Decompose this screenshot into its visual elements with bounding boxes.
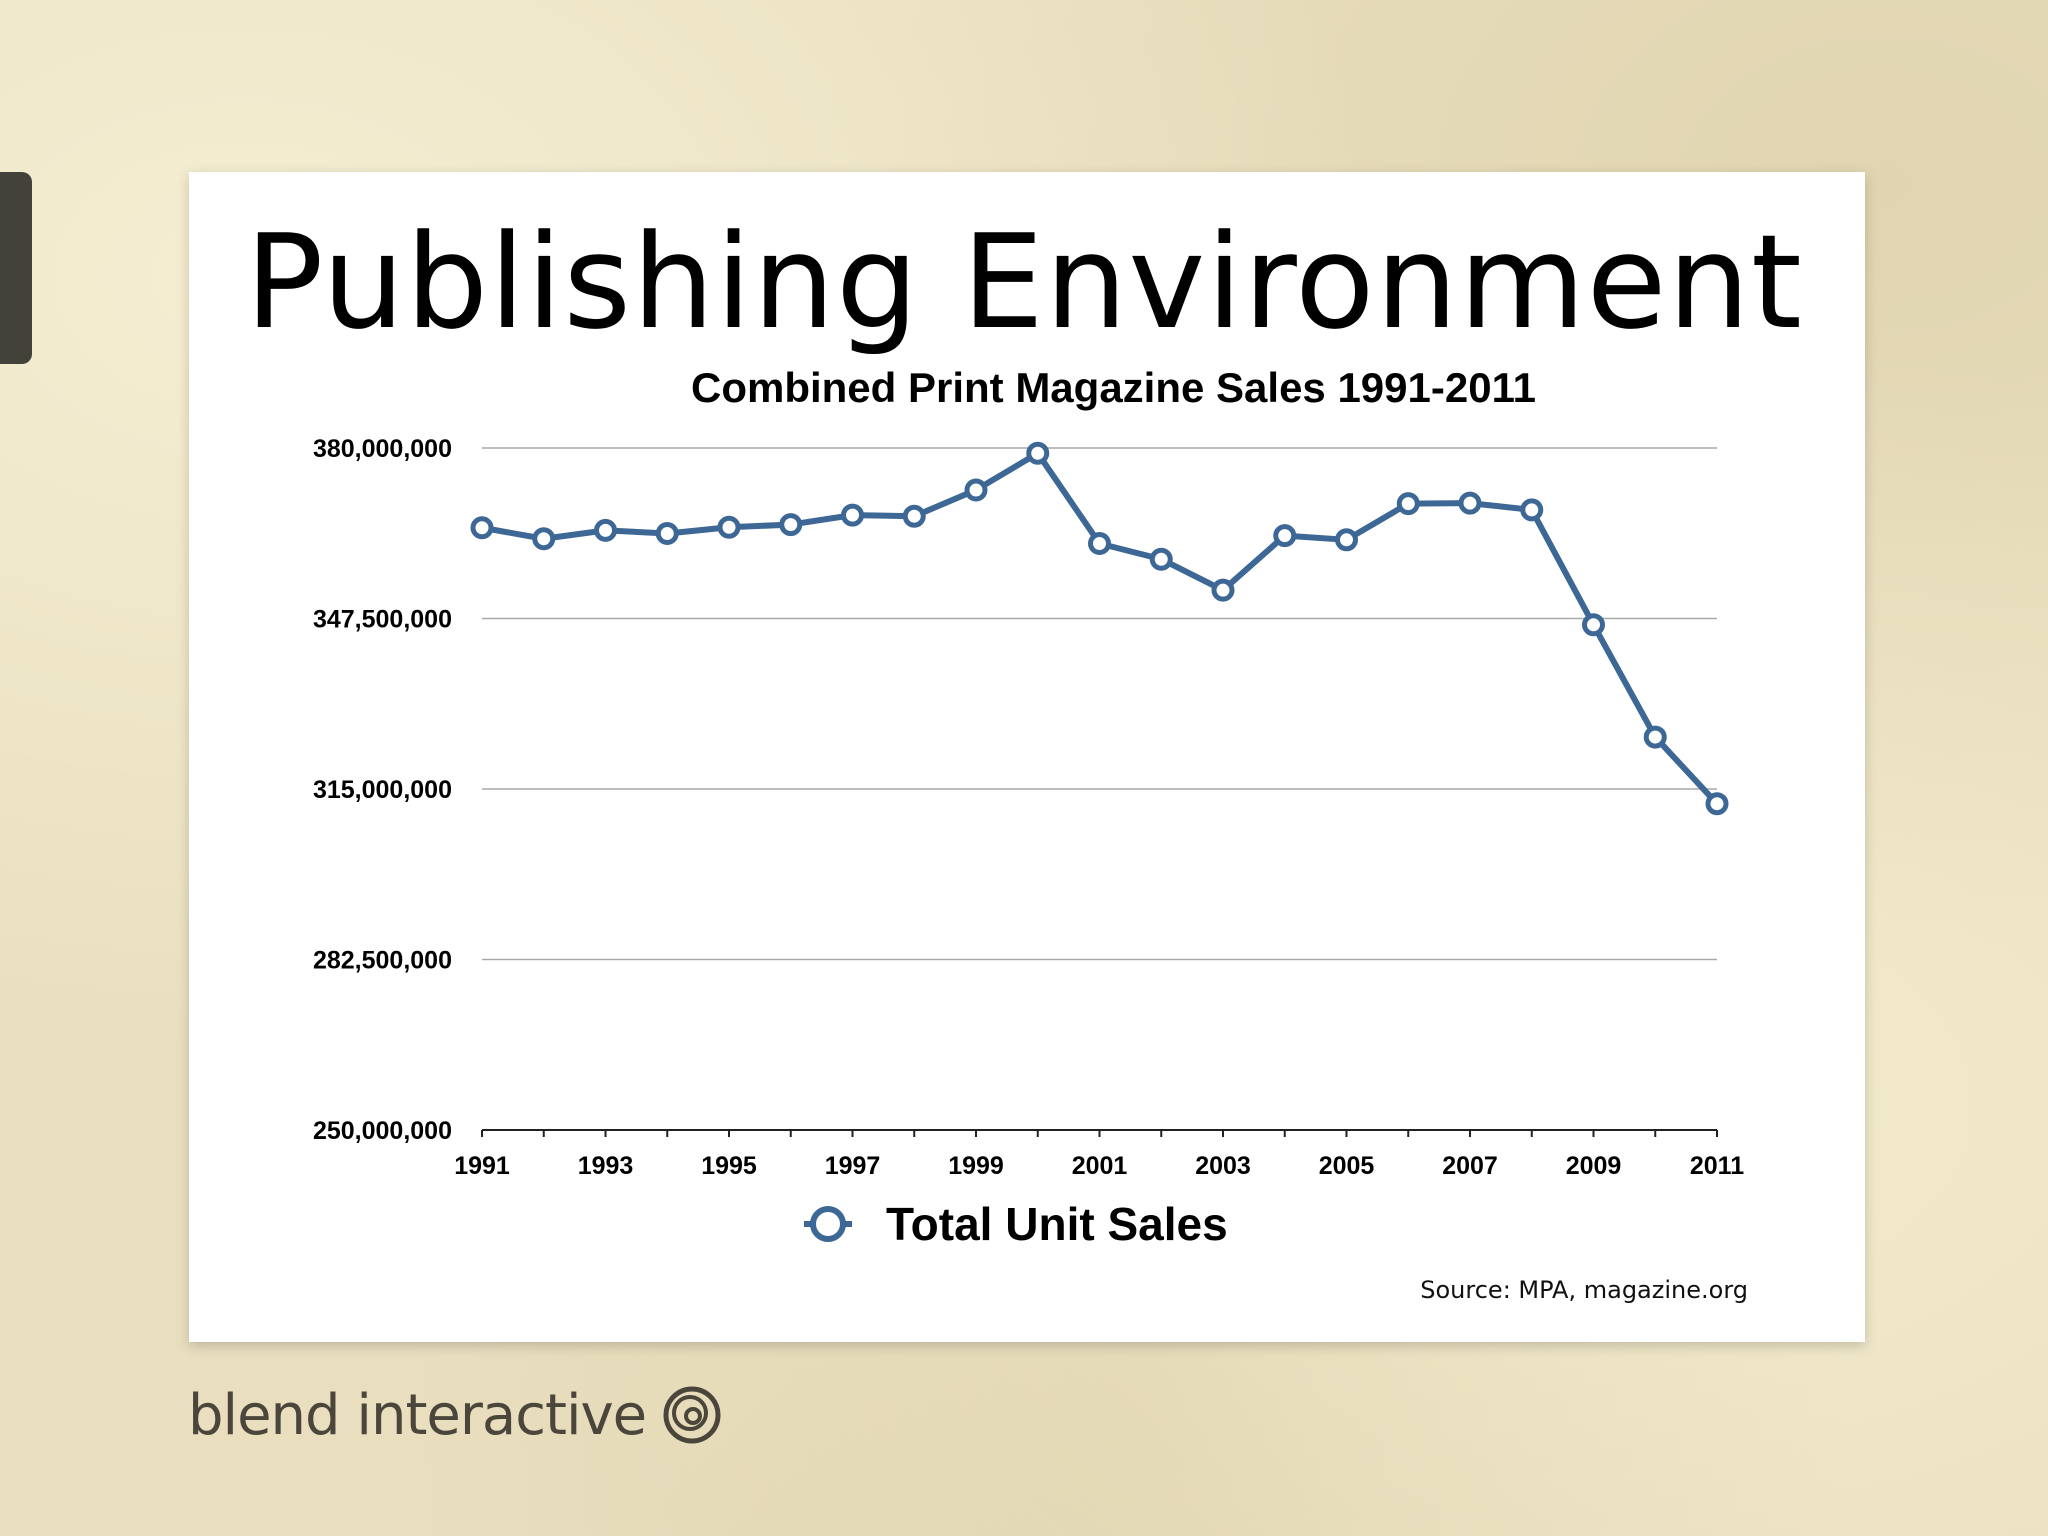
slide-panel bbox=[189, 172, 1865, 1342]
data-point bbox=[902, 504, 926, 528]
data-point bbox=[655, 522, 679, 546]
legend-label: Total Unit Sales bbox=[886, 1198, 1228, 1250]
chart-title: Combined Print Magazine Sales 1991-2011 bbox=[691, 364, 1536, 411]
y-tick-label: 347,500,000 bbox=[313, 606, 452, 634]
data-point bbox=[1396, 492, 1420, 516]
axis-labels: Combined Print Magazine Sales 1991-2011 3… bbox=[313, 364, 1744, 1180]
gridlines bbox=[482, 447, 1717, 961]
data-point bbox=[1582, 613, 1605, 637]
legend-marker bbox=[810, 1206, 846, 1242]
data-point bbox=[1643, 725, 1667, 749]
x-axis bbox=[481, 1129, 1718, 1137]
x-tick-label: 2003 bbox=[1195, 1152, 1251, 1180]
source-note: Source: MPA, magazine.org bbox=[1420, 1276, 1748, 1304]
x-tick-label: 2001 bbox=[1072, 1152, 1128, 1180]
data-point bbox=[1088, 531, 1111, 555]
data-point bbox=[532, 527, 556, 551]
y-tick-label: 380,000,000 bbox=[313, 435, 452, 463]
brand-name: blend interactive bbox=[188, 1382, 647, 1448]
data-point bbox=[594, 518, 617, 542]
y-tick-label: 250,000,000 bbox=[313, 1117, 452, 1145]
side-tab-handle[interactable] bbox=[0, 172, 32, 364]
series-layer bbox=[470, 441, 1729, 816]
brand-footer: blend interactive bbox=[188, 1380, 722, 1450]
slide-title: Publishing Environment bbox=[245, 206, 1803, 358]
x-tick-label: 2009 bbox=[1566, 1152, 1622, 1180]
x-tick-label: 1993 bbox=[578, 1152, 634, 1180]
data-point bbox=[841, 503, 864, 527]
data-point bbox=[470, 516, 494, 540]
x-tick-label: 2011 bbox=[1690, 1152, 1744, 1180]
x-tick-label: 1995 bbox=[701, 1152, 757, 1180]
data-point bbox=[779, 513, 803, 537]
x-tick-label: 1991 bbox=[454, 1152, 510, 1180]
y-tick-label: 315,000,000 bbox=[313, 776, 452, 804]
data-point bbox=[1458, 491, 1482, 515]
x-tick-label: 2007 bbox=[1442, 1152, 1498, 1180]
data-point bbox=[1149, 547, 1173, 571]
data-point bbox=[717, 515, 741, 539]
x-tick-label: 1999 bbox=[948, 1152, 1004, 1180]
y-tick-label: 282,500,000 bbox=[313, 947, 452, 975]
data-point bbox=[1026, 441, 1050, 465]
x-tick-label: 2005 bbox=[1319, 1152, 1375, 1180]
data-point bbox=[1273, 524, 1297, 548]
data-point bbox=[1705, 792, 1729, 816]
spiral-logo-icon bbox=[663, 1386, 721, 1444]
data-point bbox=[1335, 528, 1358, 552]
legend: Total Unit Sales bbox=[804, 1198, 1228, 1250]
data-point bbox=[1211, 578, 1235, 602]
x-tick-label: 1997 bbox=[825, 1152, 881, 1180]
data-point bbox=[964, 478, 988, 502]
data-point bbox=[1520, 498, 1544, 522]
